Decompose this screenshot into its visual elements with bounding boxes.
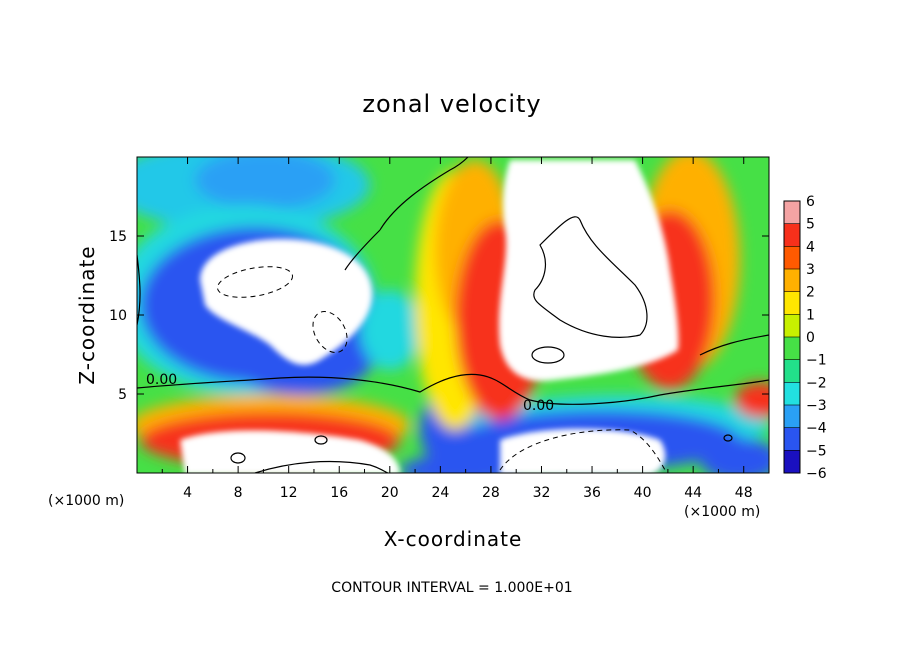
colorbar-label: −2 [806,375,827,391]
y-tick-label: 5 [118,387,127,403]
colorbar-swatch [784,246,800,270]
colorbar-label: −3 [806,398,827,414]
x-tick-label: 12 [280,485,298,501]
colorbar-swatch [784,314,800,338]
x-units-label: (×1000 m) [684,504,760,520]
colorbar: 6 5 4 3 2 1 0 −1 −2 −3 −4 −5 −6 [783,194,827,482]
colorbar-swatch [784,427,800,451]
x-tick-label: 16 [330,485,348,501]
colorbar-label: −5 [806,443,827,459]
y-tick-label: 10 [109,308,127,324]
colorbar-label: −4 [806,421,827,437]
x-axis: 4 8 12 16 20 24 28 32 36 40 44 48 [161,157,753,501]
x-tick-label: 20 [381,485,399,501]
colorbar-label: 0 [806,330,815,346]
colorbar-label: −6 [806,466,827,482]
chart-title: zonal velocity [362,90,541,118]
x-tick-label: 24 [431,485,449,501]
y-units-label: (×1000 m) [48,493,124,509]
colorbar-label: 3 [806,262,815,278]
colorbar-swatch [784,359,800,383]
y-axis-label: Z-coordinate [75,245,99,384]
contour-label-left: 0.00 [146,372,177,388]
colorbar-swatch [784,201,800,225]
x-tick-label: 48 [735,485,753,501]
y-axis: 5 10 15 [109,229,769,403]
colorbar-label: −1 [806,353,827,369]
colorbar-label: 6 [806,194,815,210]
colorbar-label: 4 [806,239,815,255]
contour-lines [137,157,769,473]
colorbar-label: 1 [806,307,815,323]
colorbar-swatch [784,223,800,247]
velocity-field [137,157,769,473]
x-tick-label: 8 [234,485,243,501]
colorbar-swatch [784,291,800,315]
contour-interval-footnote: CONTOUR INTERVAL = 1.000E+01 [331,580,572,596]
x-axis-label: X-coordinate [384,527,523,551]
x-tick-label: 4 [183,485,192,501]
colorbar-swatch [784,450,800,474]
x-tick-label: 44 [684,485,702,501]
x-tick-label: 32 [533,485,551,501]
x-tick-label: 36 [583,485,601,501]
colorbar-swatch [784,382,800,406]
contour-label-main: 0.00 [523,398,554,414]
x-tick-label: 40 [634,485,652,501]
colorbar-swatch [784,337,800,361]
colorbar-swatch [784,405,800,429]
colorbar-label: 2 [806,285,815,301]
colorbar-label: 5 [806,217,815,233]
x-tick-label: 28 [482,485,500,501]
colorbar-swatch [784,269,800,293]
y-tick-label: 15 [109,229,127,245]
